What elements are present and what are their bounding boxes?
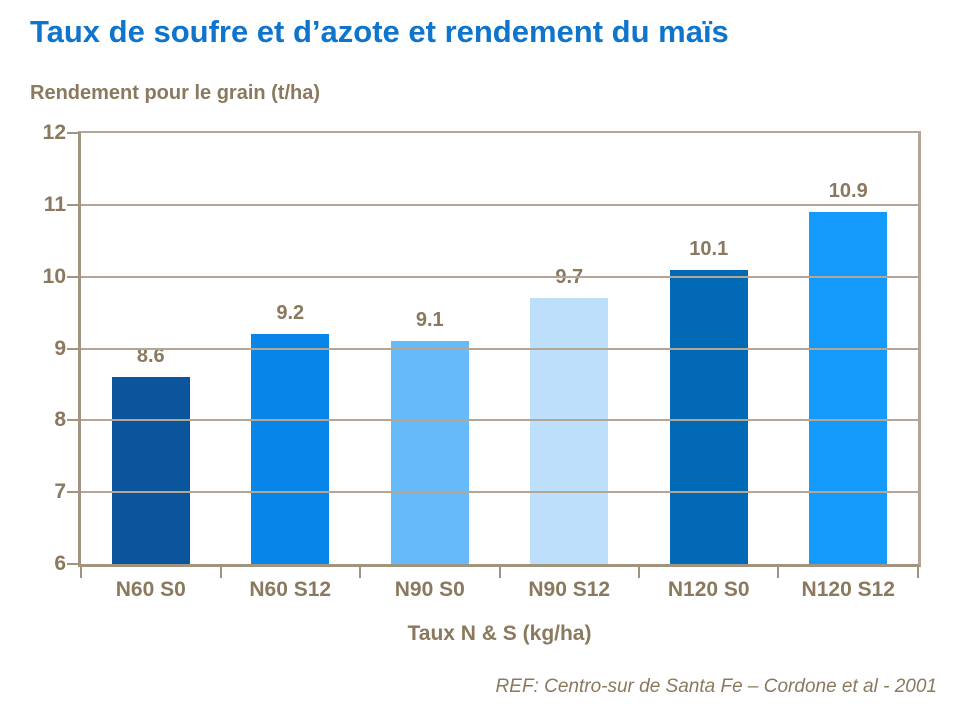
bar-n120-s12	[809, 212, 888, 564]
x-tick	[358, 567, 361, 578]
x-tick	[80, 567, 82, 578]
gridline	[81, 275, 918, 278]
y-tick-label: 7	[54, 480, 66, 504]
bar-n90-s0	[390, 341, 469, 564]
y-tick	[67, 419, 78, 422]
x-tick-label: N60 S0	[115, 578, 186, 601]
x-tick	[498, 567, 501, 578]
y-tick	[67, 132, 78, 134]
bars: 8.6 9.2 9.1 9.7 10.1 10.9	[81, 133, 918, 564]
y-axis-labels: 6 7 8 9 10 11 12	[0, 121, 66, 575]
bar-value-label: 9.2	[276, 302, 305, 325]
y-tick-label: 8	[54, 408, 66, 432]
y-tick-label: 12	[42, 121, 66, 144]
x-tick-label: N120 S12	[801, 578, 895, 601]
bar-slot: 9.2	[221, 133, 361, 564]
y-tick-label: 11	[43, 192, 66, 216]
bar-slot: 8.6	[81, 133, 221, 564]
x-axis-labels: N60 S0 N60 S12 N90 S0 N90 S12 N120 S0 N120 S1…	[81, 578, 918, 602]
bar-value-label: 8.6	[136, 345, 165, 368]
gridline	[81, 491, 918, 494]
x-tick-label: N90 S12	[528, 578, 611, 601]
bar-n90-s12	[530, 298, 609, 564]
y-tick-label: 6	[54, 552, 66, 575]
y-tick	[67, 347, 78, 350]
bar-n60-s0	[111, 377, 190, 564]
bar-slot: 9.7	[500, 133, 640, 564]
bar-value-label: 10.1	[689, 237, 729, 260]
y-tick	[67, 203, 78, 206]
y-tick	[67, 275, 78, 278]
x-tick-label: N60 S12	[249, 578, 332, 601]
x-tick	[638, 567, 640, 578]
chart-title: Taux de soufre et d’azote et rendement d…	[30, 14, 729, 49]
gridline	[81, 203, 918, 206]
bar-slot: 10.9	[779, 133, 919, 564]
y-tick	[67, 563, 78, 565]
x-tick	[917, 567, 919, 578]
x-tick	[777, 567, 780, 578]
bar-n120-s0	[669, 269, 748, 564]
x-tick	[219, 567, 222, 578]
bar-n60-s12	[251, 334, 330, 564]
x-tick-label: N90 S0	[394, 578, 465, 601]
x-axis-title: Taux N & S (kg/ha)	[407, 622, 592, 645]
bar-slot: 10.1	[639, 133, 779, 564]
bar-value-label: 9.7	[555, 266, 584, 289]
bar-value-label: 9.1	[415, 309, 444, 332]
bar-slot: 9.1	[360, 133, 500, 564]
y-tick	[67, 491, 78, 494]
y-tick-label: 9	[54, 336, 66, 360]
plot-area: 8.6 9.2 9.1 9.7 10.1 10.9	[67, 131, 921, 578]
gridline	[81, 347, 918, 350]
bar-value-label: 10.9	[828, 180, 868, 203]
y-tick-label: 10	[42, 264, 66, 288]
gridline	[81, 419, 918, 422]
x-tick-label: N120 S0	[667, 578, 750, 601]
y-axis-title: Rendement pour le grain (t/ha)	[30, 82, 321, 104]
reference-note: REF: Centro-sur de Santa Fe – Cordone et…	[495, 676, 937, 697]
